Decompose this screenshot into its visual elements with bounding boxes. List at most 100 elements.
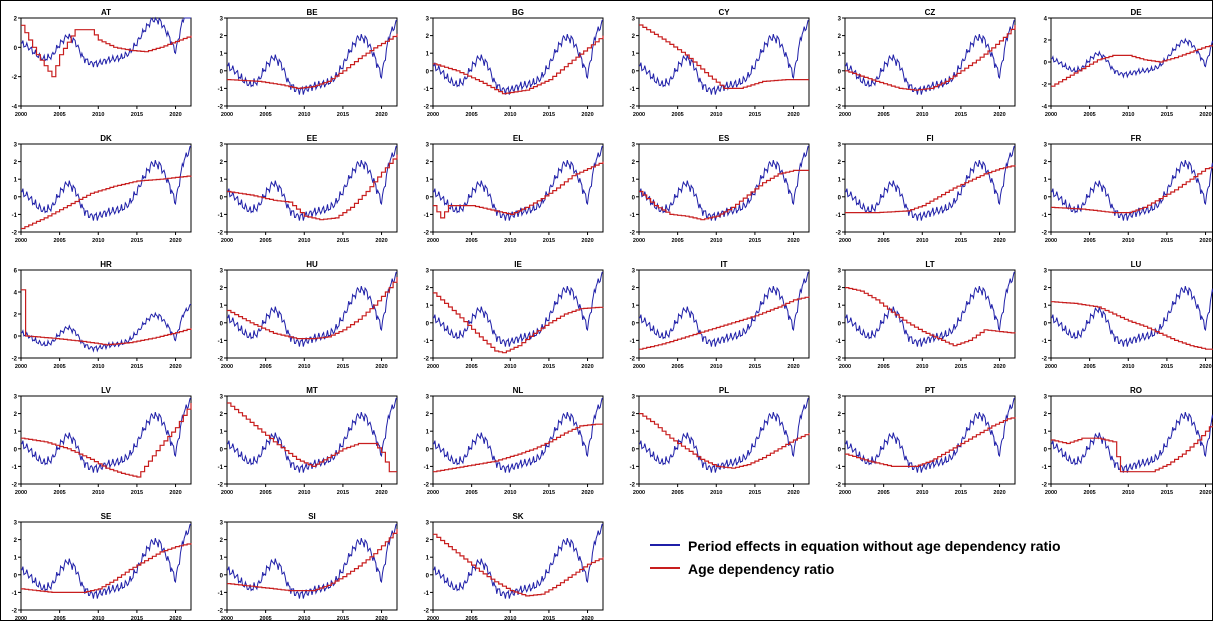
panel-title-pt: PT <box>925 386 935 395</box>
y-tick-label: 2 <box>220 160 224 166</box>
y-tick-label: 2 <box>838 286 842 292</box>
x-tick-label: 2005 <box>54 112 66 118</box>
y-tick-label: 2 <box>838 160 842 166</box>
x-tick-label: 2000 <box>221 112 233 118</box>
x-tick-label: 2020 <box>1199 238 1211 244</box>
x-tick-label: 2010 <box>710 490 722 496</box>
y-tick-label: 1 <box>426 430 430 436</box>
y-tick-label: 1 <box>426 178 430 184</box>
x-tick-label: 2000 <box>633 238 645 244</box>
y-tick-label: 0 <box>14 447 18 453</box>
x-tick-label: 2010 <box>1122 112 1134 118</box>
x-tick-label: 2000 <box>221 490 233 496</box>
panel-frame-bg <box>432 17 604 107</box>
x-tick-label: 2015 <box>749 112 761 118</box>
y-tick-label: 0 <box>426 69 430 75</box>
series-age-dependency-fi <box>845 165 1016 214</box>
x-tick-label: 2020 <box>1199 112 1211 118</box>
series-age-dependency-ro <box>1051 421 1213 473</box>
x-tick-label: 2010 <box>298 112 310 118</box>
panel-title-se: SE <box>101 512 112 521</box>
y-tick-label: 0 <box>426 195 430 201</box>
y-tick-label: -2 <box>424 105 430 111</box>
x-tick-label: 2015 <box>749 490 761 496</box>
x-tick-label: 2005 <box>54 490 66 496</box>
y-tick-label: -1 <box>12 591 18 597</box>
y-tick-label: 1 <box>632 52 636 58</box>
y-tick-label: 2 <box>426 286 430 292</box>
x-tick-label: 2005 <box>466 364 478 370</box>
y-tick-label: 2 <box>632 160 636 166</box>
x-tick-label: 2015 <box>337 112 349 118</box>
x-tick-label: 2020 <box>1199 364 1211 370</box>
x-tick-label: 2005 <box>1084 112 1096 118</box>
y-tick-label: -2 <box>12 609 18 615</box>
series-period-effects-lt <box>845 271 1016 347</box>
y-tick-label: 2 <box>838 34 842 40</box>
y-tick-label: 2 <box>14 313 18 319</box>
y-tick-label: -2 <box>630 231 636 237</box>
x-tick-label: 2010 <box>916 112 928 118</box>
y-tick-label: 2 <box>1044 286 1048 292</box>
x-tick-label: 2000 <box>427 238 439 244</box>
y-tick-label: 0 <box>1044 447 1048 453</box>
panel-title-it: IT <box>720 260 727 269</box>
panel-title-nl: NL <box>513 386 524 395</box>
series-age-dependency-lv <box>21 403 192 478</box>
y-tick-label: -2 <box>836 483 842 489</box>
y-tick-label: 1 <box>220 304 224 310</box>
y-tick-label: 0 <box>220 195 224 201</box>
series-age-dependency-bg <box>433 35 604 95</box>
x-tick-label: 2010 <box>916 490 928 496</box>
x-tick-label: 2015 <box>337 616 349 621</box>
x-tick-label: 2020 <box>169 616 181 621</box>
panel-title-si: SI <box>308 512 316 521</box>
y-tick-label: 0 <box>838 195 842 201</box>
x-tick-label: 2005 <box>878 238 890 244</box>
y-tick-label: 1 <box>838 52 842 58</box>
y-tick-label: 3 <box>14 143 18 149</box>
panel-title-es: ES <box>719 134 730 143</box>
x-tick-label: 2000 <box>633 364 645 370</box>
x-tick-label: 2015 <box>337 364 349 370</box>
series-age-dependency-nl <box>433 423 603 473</box>
y-tick-label: 3 <box>838 17 842 23</box>
x-tick-label: 2015 <box>955 112 967 118</box>
panel-title-lv: LV <box>101 386 111 395</box>
y-tick-label: 0 <box>838 447 842 453</box>
y-tick-label: -1 <box>218 339 224 345</box>
series-age-dependency-fr <box>1051 166 1213 214</box>
y-tick-label: 0 <box>632 447 636 453</box>
panel-frame-pt <box>844 395 1016 485</box>
series-period-effects-ie <box>433 271 604 347</box>
panel-title-bg: BG <box>512 8 524 17</box>
y-tick-label: -2 <box>218 609 224 615</box>
x-tick-label: 2020 <box>169 112 181 118</box>
x-tick-label: 2020 <box>375 238 387 244</box>
series-age-dependency-at <box>21 24 192 78</box>
x-tick-label: 2000 <box>839 238 851 244</box>
y-tick-label: 1 <box>426 556 430 562</box>
y-tick-label: -1 <box>218 465 224 471</box>
panel-frame-lt <box>844 269 1016 359</box>
x-tick-label: 2020 <box>993 238 1005 244</box>
x-tick-label: 2005 <box>260 364 272 370</box>
panel-title-pl: PL <box>719 386 729 395</box>
series-period-effects-fi <box>845 145 1016 221</box>
y-tick-label: -1 <box>836 87 842 93</box>
y-tick-label: 2 <box>632 34 636 40</box>
y-tick-label: 3 <box>426 269 430 275</box>
y-tick-label: 2 <box>220 34 224 40</box>
x-tick-label: 2020 <box>581 112 593 118</box>
y-tick-label: -1 <box>424 339 430 345</box>
y-tick-label: 0 <box>838 69 842 75</box>
x-tick-label: 2010 <box>92 238 104 244</box>
y-tick-label: -1 <box>12 465 18 471</box>
y-tick-label: 0 <box>632 321 636 327</box>
x-tick-label: 2010 <box>92 490 104 496</box>
